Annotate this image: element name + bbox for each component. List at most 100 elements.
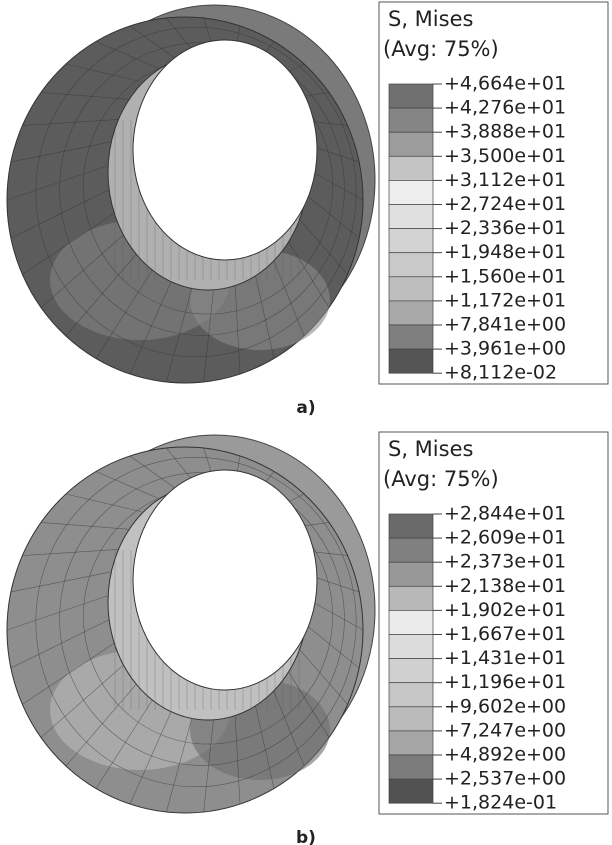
legend-label: +1,824e-01 bbox=[444, 792, 557, 814]
mesh-ring bbox=[59, 472, 345, 766]
mesh-line bbox=[203, 706, 216, 813]
mesh-line bbox=[95, 471, 158, 499]
legend-label: +4,664e+01 bbox=[444, 73, 566, 95]
legend-label: +1,667e+01 bbox=[444, 623, 566, 645]
mesh-line bbox=[40, 522, 129, 530]
mesh-line bbox=[203, 276, 216, 383]
legend-swatch bbox=[388, 658, 434, 684]
legend-swatch bbox=[388, 131, 434, 157]
legend-label: +1,948e+01 bbox=[444, 241, 566, 263]
caption: a) bbox=[296, 398, 315, 418]
mesh-line bbox=[40, 92, 129, 100]
mesh-line bbox=[95, 41, 158, 69]
legend-label: +1,196e+01 bbox=[444, 671, 566, 693]
legend-label: +3,961e+00 bbox=[444, 338, 566, 360]
legend-swatch bbox=[388, 107, 434, 133]
mesh-line bbox=[129, 25, 176, 59]
mesh-line bbox=[166, 276, 196, 383]
legend-swatch bbox=[388, 754, 434, 780]
legend-label: +3,888e+01 bbox=[444, 121, 566, 143]
mesh-line bbox=[6, 164, 111, 201]
legend-label: +2,373e+01 bbox=[444, 551, 566, 573]
legend-label: +2,724e+01 bbox=[444, 193, 566, 215]
mesh-line bbox=[65, 493, 142, 513]
mesh-line bbox=[22, 640, 119, 705]
mesh-line bbox=[22, 210, 119, 275]
legend-label: +7,247e+00 bbox=[444, 719, 566, 741]
legend-swatch bbox=[388, 300, 434, 326]
legend-swatch bbox=[388, 585, 434, 611]
mesh-ring bbox=[59, 42, 345, 336]
legend-swatch bbox=[388, 561, 434, 587]
mesh-line bbox=[6, 594, 111, 631]
legend-swatch bbox=[388, 204, 434, 229]
mesh-line bbox=[129, 455, 176, 489]
legend-swatch bbox=[388, 610, 434, 635]
mesh-line bbox=[129, 701, 176, 805]
legend-label: +2,537e+00 bbox=[444, 768, 566, 790]
mesh-line bbox=[22, 119, 119, 126]
legend-label: +2,844e+01 bbox=[444, 503, 566, 525]
legend-label: +4,276e+01 bbox=[444, 97, 566, 119]
mesh-line bbox=[252, 261, 275, 359]
legend-label: +2,609e+01 bbox=[444, 527, 566, 549]
panel: S, Mises(Avg: 75%)+4,664e+01+4,276e+01+3… bbox=[6, 1, 609, 418]
mesh-line bbox=[268, 678, 305, 767]
legend-label: +9,602e+00 bbox=[444, 695, 566, 717]
fea-model bbox=[6, 434, 376, 814]
mesh-line bbox=[10, 571, 113, 593]
legend-swatch bbox=[388, 730, 434, 756]
caption: b) bbox=[296, 828, 316, 845]
legend-swatch bbox=[388, 180, 434, 205]
mesh-line bbox=[129, 271, 176, 375]
legend-swatch bbox=[388, 252, 434, 278]
panel: S, Mises(Avg: 75%)+2,844e+01+2,609e+01+2… bbox=[6, 431, 609, 845]
mesh-line bbox=[65, 63, 142, 83]
legend-swatch bbox=[388, 778, 434, 804]
legend-swatch bbox=[388, 706, 434, 732]
legend-label: +4,892e+00 bbox=[444, 744, 566, 766]
legend-subtitle: (Avg: 75%) bbox=[383, 37, 499, 61]
mesh-line bbox=[65, 248, 142, 337]
legend-label: +1,172e+01 bbox=[444, 289, 566, 311]
legend-swatch bbox=[388, 83, 434, 109]
legend-label: +7,841e+00 bbox=[444, 314, 566, 336]
legend-label: +2,138e+01 bbox=[444, 575, 566, 597]
legend-label: +1,902e+01 bbox=[444, 599, 566, 621]
mesh-line bbox=[22, 549, 119, 556]
legend-subtitle: (Avg: 75%) bbox=[383, 467, 499, 491]
mesh-line bbox=[252, 691, 275, 789]
hole bbox=[132, 39, 318, 261]
fea-model bbox=[6, 4, 376, 384]
mesh-line bbox=[10, 141, 113, 163]
legend-label: +1,560e+01 bbox=[444, 265, 566, 287]
legend-label: +1,431e+01 bbox=[444, 647, 566, 669]
mesh-line bbox=[65, 678, 142, 767]
legend-label: +3,112e+01 bbox=[444, 169, 566, 191]
legend-swatch bbox=[388, 537, 434, 563]
legend-title: S, Mises bbox=[388, 7, 473, 31]
hole bbox=[132, 469, 318, 691]
mesh-line bbox=[166, 706, 196, 813]
legend-label: +8,112e-02 bbox=[444, 362, 557, 384]
mesh-line bbox=[234, 271, 241, 375]
legend-swatch bbox=[388, 324, 434, 350]
mesh-line bbox=[234, 701, 241, 805]
legend-swatch bbox=[388, 348, 434, 374]
legend-label: +3,500e+01 bbox=[444, 145, 566, 167]
legend-swatch bbox=[388, 513, 434, 539]
mesh-line bbox=[40, 660, 129, 738]
mesh-line bbox=[268, 248, 305, 337]
mesh-ring bbox=[35, 457, 357, 787]
mesh-line bbox=[40, 230, 129, 308]
legend-swatch bbox=[388, 155, 434, 181]
legend-swatch bbox=[388, 682, 434, 708]
legend-swatch bbox=[388, 228, 434, 254]
mesh-ring bbox=[35, 27, 357, 357]
legend-swatch bbox=[388, 634, 434, 659]
legend: S, Mises(Avg: 75%)+4,664e+01+4,276e+01+3… bbox=[378, 1, 609, 385]
legend-title: S, Mises bbox=[388, 437, 473, 461]
legend-label: +2,336e+01 bbox=[444, 217, 566, 239]
legend: S, Mises(Avg: 75%)+2,844e+01+2,609e+01+2… bbox=[378, 431, 609, 815]
